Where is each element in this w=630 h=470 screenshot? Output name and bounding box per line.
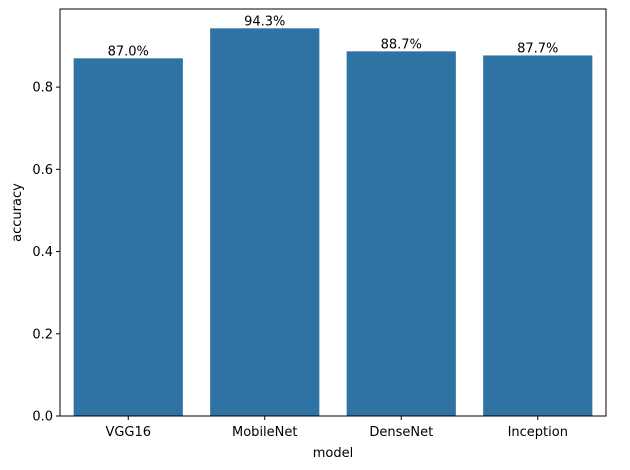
x-tick-label-vgg16: VGG16: [105, 425, 151, 440]
bar-inception: [483, 55, 593, 416]
bars: [73, 28, 593, 416]
x-axis-label: model: [313, 446, 353, 461]
y-tick-label: 0.2: [32, 327, 53, 342]
y-tick-label: 0.4: [32, 245, 53, 260]
data-label-densenet: 88.7%: [381, 37, 422, 52]
data-label-vgg16: 87.0%: [108, 44, 149, 59]
x-tick-label-densenet: DenseNet: [369, 425, 433, 440]
bar-vgg16: [73, 58, 183, 416]
plot-frame: [59, 8, 607, 417]
x-tick-label-mobilenet: MobileNet: [232, 425, 297, 440]
y-tick-label: 0.0: [32, 410, 53, 425]
data-label-inception: 87.7%: [517, 41, 558, 56]
y-axis-ticks: 0.0 0.2 0.4 0.6 0.8: [32, 81, 60, 425]
y-axis-label: accuracy: [10, 183, 25, 242]
x-axis-ticks: VGG16 MobileNet DenseNet Inception: [105, 416, 568, 440]
y-tick-label: 0.6: [32, 163, 53, 178]
bar-mobilenet: [210, 28, 320, 416]
data-labels: 87.0% 94.3% 88.7% 87.7%: [108, 14, 559, 59]
x-tick-label-inception: Inception: [508, 425, 568, 440]
y-tick-label: 0.8: [32, 81, 53, 96]
data-label-mobilenet: 94.3%: [244, 14, 285, 29]
bar-densenet: [346, 51, 456, 416]
